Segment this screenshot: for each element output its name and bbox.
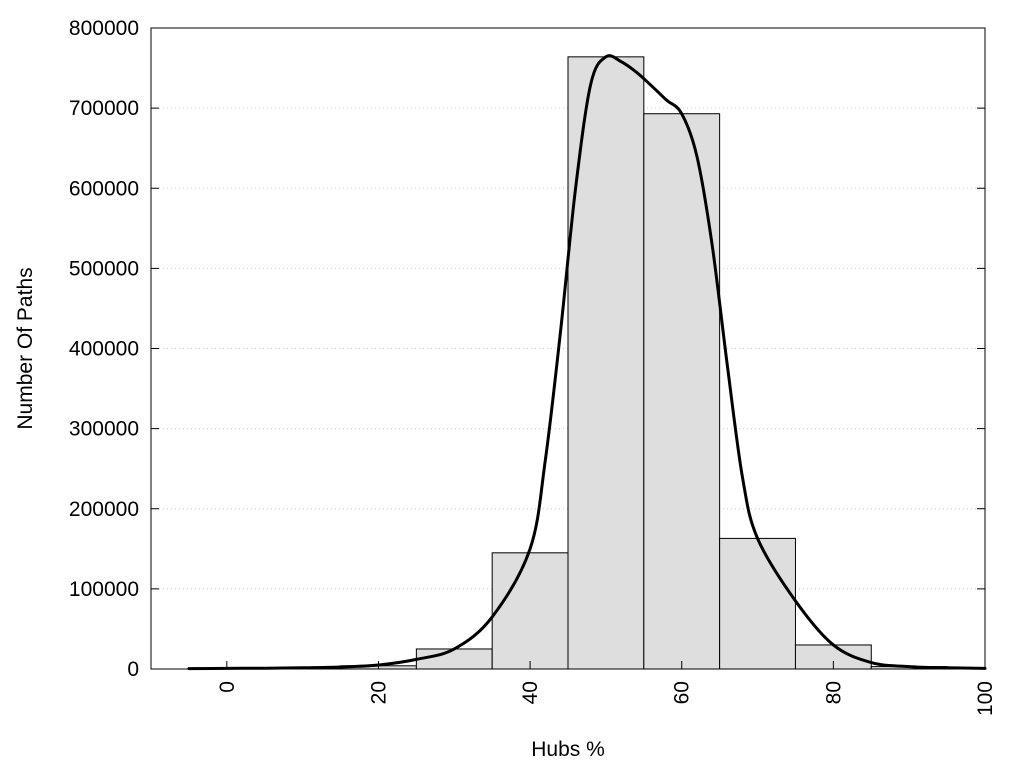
histogram-bars (188, 56, 948, 670)
x-tick-label: 100 (974, 681, 997, 716)
y-tick-label: 200000 (69, 498, 139, 521)
y-tick-label: 500000 (69, 257, 139, 280)
x-axis-title: Hubs % (531, 738, 605, 761)
y-axis-tick-labels: 0 100000 200000 300000 400000 500000 600000 700… (69, 17, 139, 681)
y-tick-label: 0 (127, 658, 139, 681)
y-tick-label: 600000 (69, 177, 139, 200)
y-tick-label: 700000 (69, 97, 139, 120)
y-tick-label: 800000 (69, 17, 139, 40)
x-tick-label: 40 (519, 681, 542, 704)
y-tick-label: 400000 (69, 338, 139, 361)
y-tick-label: 100000 (69, 578, 139, 601)
density-curve (187, 54, 987, 671)
histogram-bar (719, 537, 796, 670)
density-curve-line (187, 54, 987, 671)
y-axis-title: Number Of Paths (14, 267, 37, 429)
histogram-bar (491, 552, 569, 670)
x-axis-tick-labels: 0 20 40 60 80 100 (216, 681, 997, 716)
x-tick-label: 80 (822, 681, 845, 704)
x-tick-label: 20 (367, 681, 390, 704)
y-tick-label: 300000 (69, 418, 139, 441)
histogram-bar (643, 113, 721, 670)
axis-ticks (151, 27, 986, 670)
x-tick-label: 0 (216, 681, 239, 693)
histogram-bar (415, 648, 493, 670)
x-tick-label: 60 (671, 681, 694, 704)
